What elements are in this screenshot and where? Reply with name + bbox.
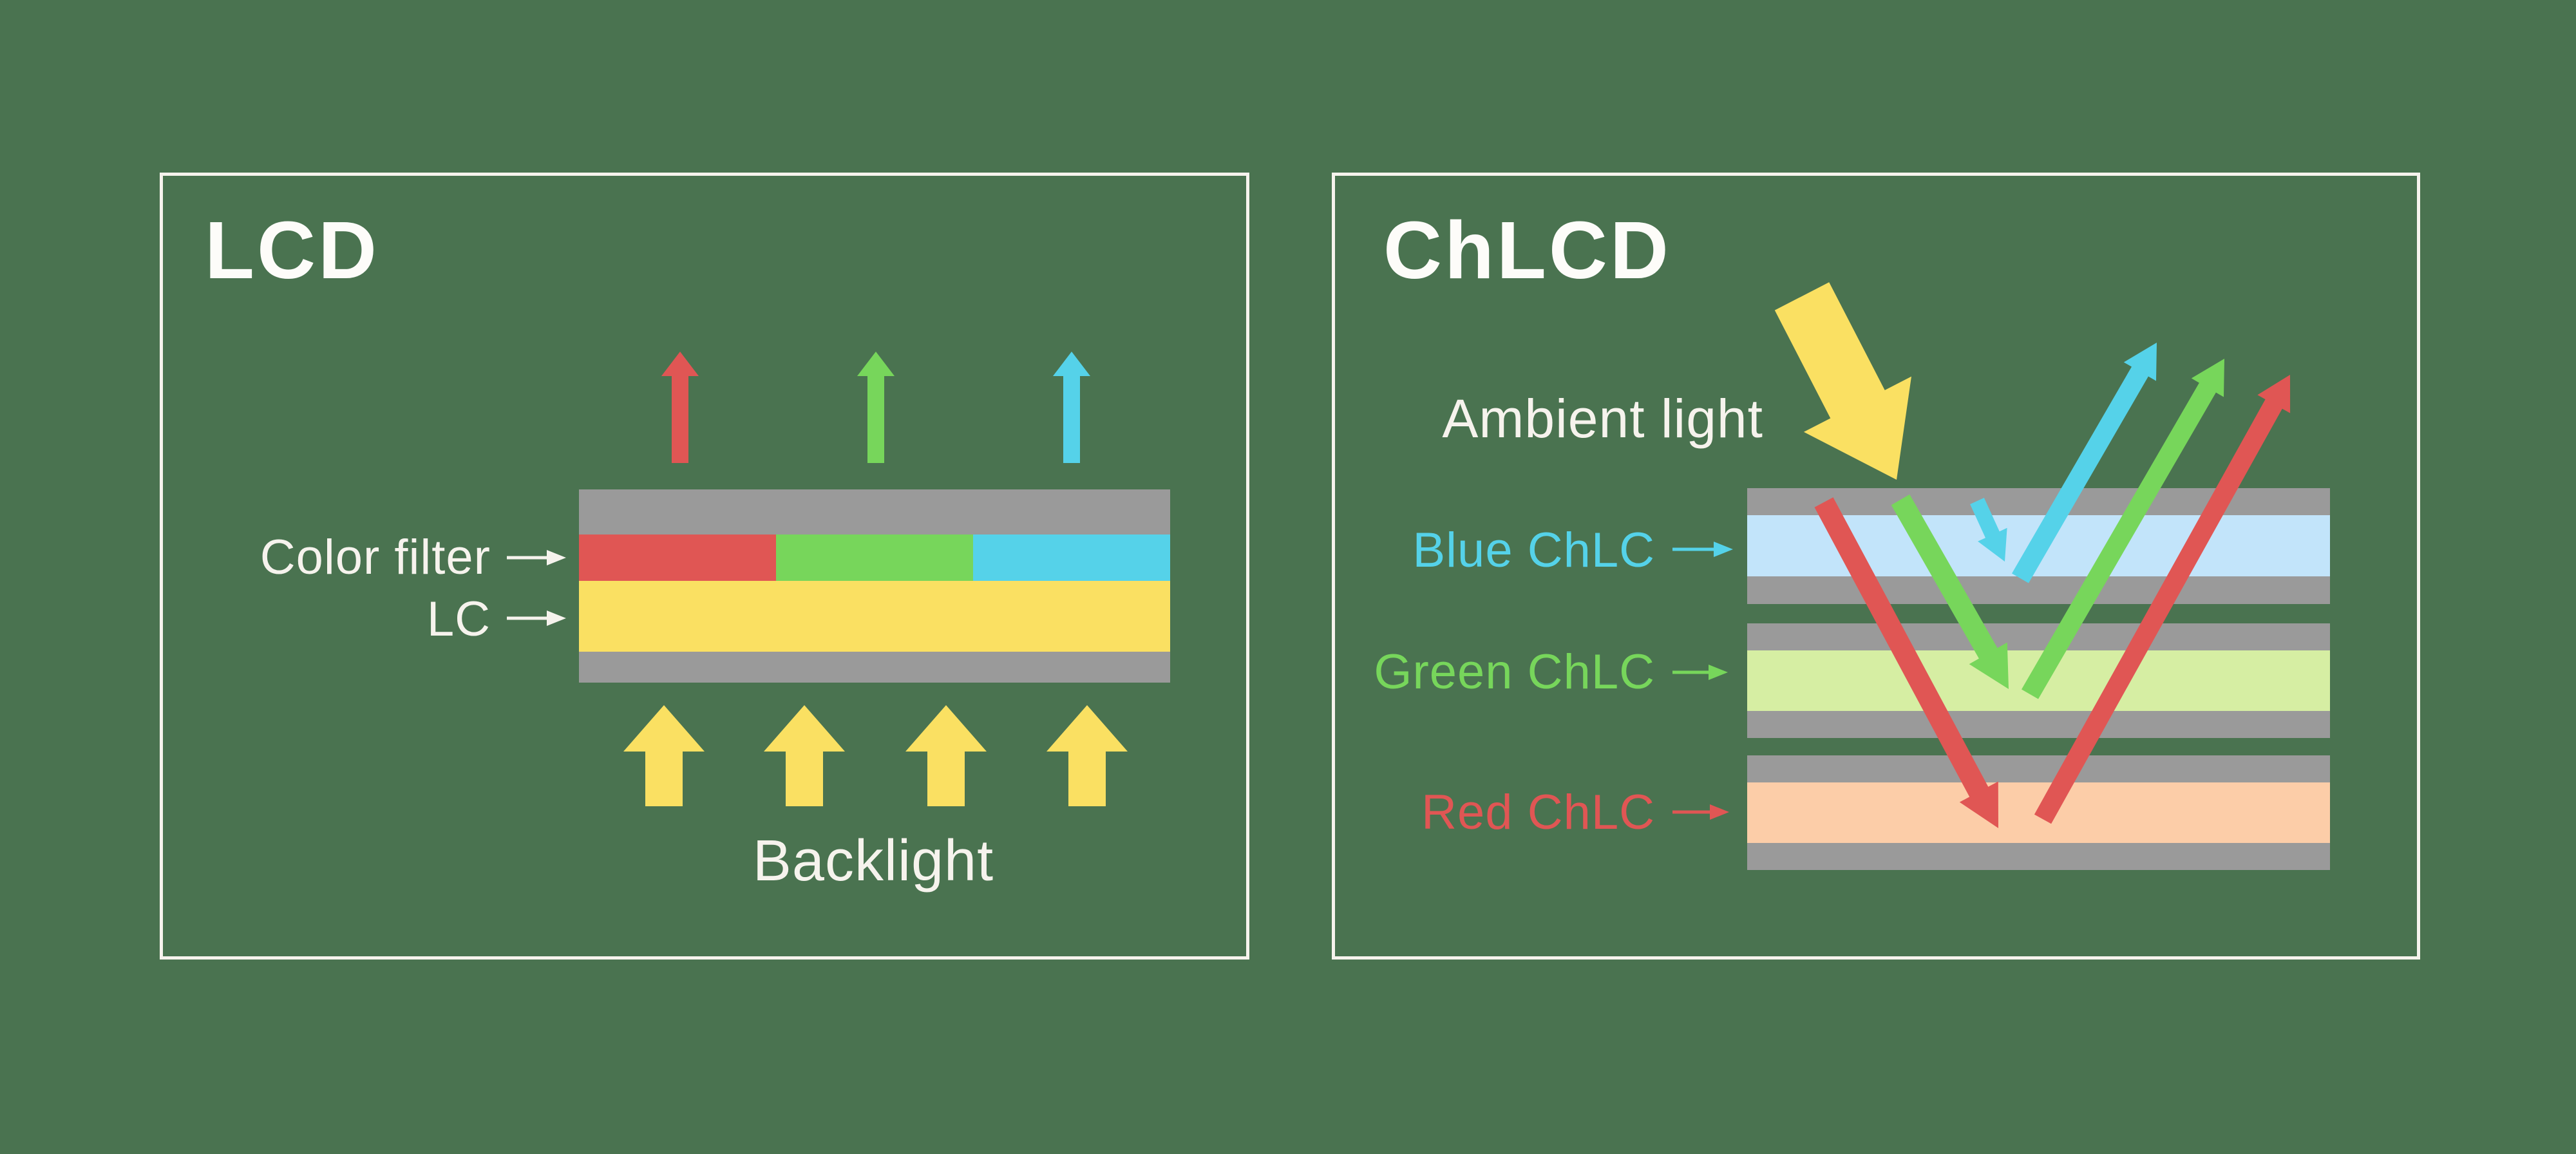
layer-chlcd-red-bottom-glass — [1747, 843, 2330, 870]
blue-chlc-label: Blue ChLC — [1412, 523, 1655, 578]
layer-lcd-bottom-glass — [579, 652, 1170, 683]
color-filter-label: Color filter — [260, 530, 491, 585]
layer-lcd-top-glass — [579, 489, 1170, 534]
layer-lcd-filter-red — [579, 534, 776, 581]
layer-lcd-filter-green — [776, 534, 973, 581]
lc-label: LC — [426, 592, 491, 647]
layer-lcd-lc-layer — [579, 581, 1170, 652]
red-chlc-label: Red ChLC — [1421, 785, 1655, 840]
ambient-light-label: Ambient light — [1442, 388, 1763, 449]
backlight-label: Backlight — [752, 829, 994, 893]
chlcd-panel — [1332, 173, 2420, 960]
lcd-panel — [160, 173, 1249, 960]
chlcd-title: ChLCD — [1383, 205, 1671, 296]
green-chlc-label: Green ChLC — [1374, 645, 1655, 699]
layer-lcd-filter-blue — [973, 534, 1170, 581]
lcd-title: LCD — [205, 205, 379, 296]
